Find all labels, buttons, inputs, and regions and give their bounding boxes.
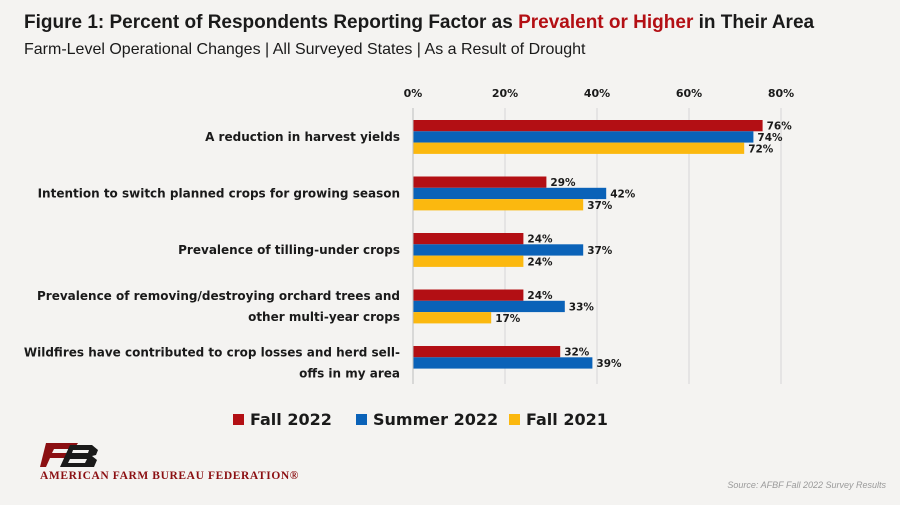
x-tick-label: 80% — [768, 87, 794, 100]
category-label: Prevalence of removing/destroying orchar… — [37, 289, 400, 303]
category-label: Prevalence of tilling-under crops — [178, 243, 400, 257]
x-tick-label: 60% — [676, 87, 702, 100]
legend-swatch — [509, 414, 520, 425]
data-label: 29% — [550, 177, 576, 189]
bar — [413, 312, 492, 324]
chart-subtitle: Farm-Level Operational Changes | All Sur… — [24, 41, 586, 58]
source-note: Source: AFBF Fall 2022 Survey Results — [727, 480, 886, 490]
legend-label: Fall 2021 — [526, 410, 608, 429]
bar — [413, 176, 547, 188]
x-tick-label: 20% — [492, 87, 518, 100]
data-label: 37% — [587, 200, 613, 212]
bar — [413, 120, 763, 132]
data-label: 42% — [610, 188, 636, 200]
bar — [413, 346, 561, 358]
bar — [413, 244, 584, 256]
bar — [413, 255, 524, 267]
bar — [413, 300, 565, 313]
title-highlight: Prevalent or Higher — [518, 12, 694, 33]
data-label: 33% — [569, 301, 595, 313]
bar — [413, 289, 524, 301]
bar — [413, 233, 524, 245]
legend-label: Fall 2022 — [250, 410, 332, 429]
organization-name: AMERICAN FARM BUREAU FEDERATION® — [40, 470, 299, 482]
data-label: 24% — [527, 256, 553, 268]
data-label: 24% — [527, 234, 553, 246]
legend-swatch — [356, 414, 367, 425]
bar — [413, 199, 584, 211]
title-prefix: Figure 1: Percent of Respondents Reporti… — [24, 12, 519, 33]
category-label: other multi-year crops — [248, 310, 400, 324]
legend-label: Summer 2022 — [373, 410, 498, 429]
data-label: 17% — [495, 313, 521, 325]
data-label: 76% — [767, 121, 793, 133]
category-label: A reduction in harvest yields — [205, 130, 400, 144]
category-label: Wildfires have contributed to crop losse… — [24, 345, 400, 359]
category-label: Intention to switch planned crops for gr… — [38, 186, 400, 200]
x-tick-label: 40% — [584, 87, 610, 100]
data-label: 37% — [587, 245, 613, 257]
bar — [413, 357, 593, 369]
bar — [413, 131, 754, 143]
chart-title: Figure 1: Percent of Respondents Reporti… — [24, 12, 814, 34]
data-label: 32% — [564, 347, 590, 359]
bar — [413, 187, 607, 200]
data-label: 39% — [596, 358, 622, 370]
title-suffix: in Their Area — [693, 12, 815, 33]
bar — [413, 142, 745, 154]
legend-swatch — [233, 414, 244, 425]
data-label: 72% — [748, 143, 774, 155]
x-tick-label: 0% — [404, 87, 423, 100]
farm-bureau-logo-icon — [40, 443, 98, 467]
category-label: offs in my area — [299, 366, 400, 380]
data-label: 74% — [757, 132, 783, 144]
data-label: 24% — [527, 290, 553, 302]
